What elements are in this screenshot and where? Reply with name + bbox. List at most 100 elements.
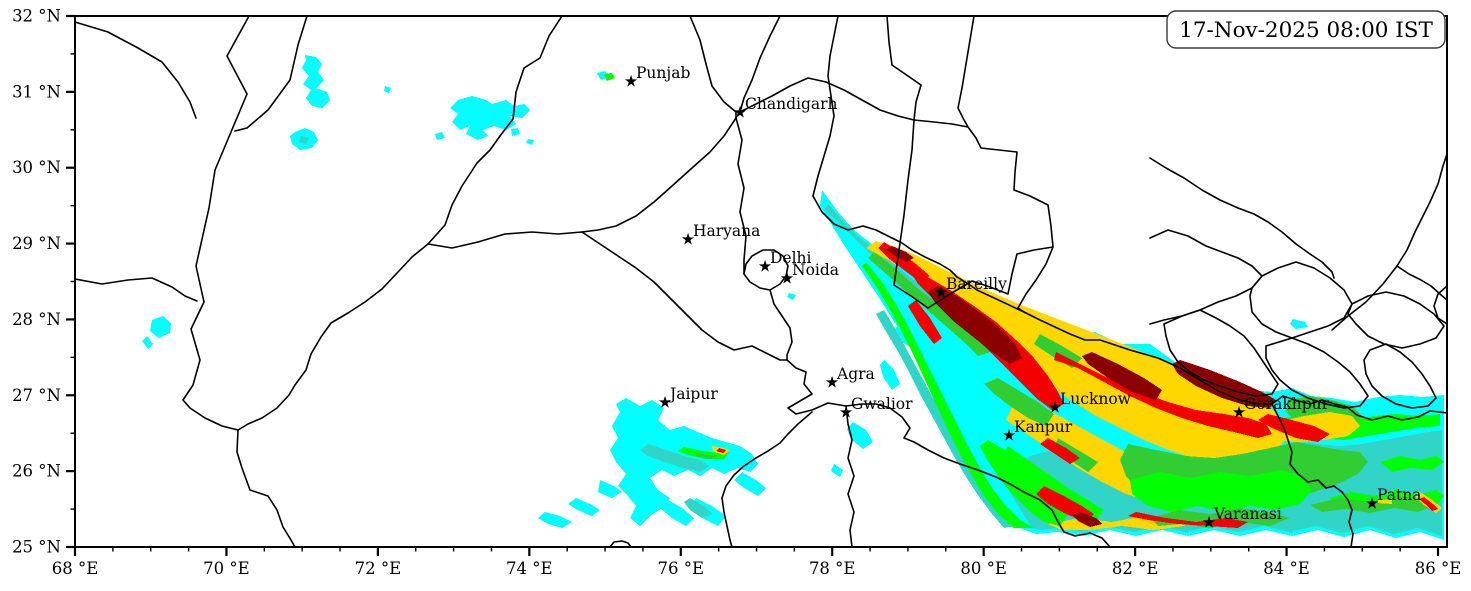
boundary-line (182, 17, 296, 546)
boundary-line (957, 17, 975, 128)
city-label: Agra (836, 365, 875, 383)
fog-region-level-7 (1082, 352, 1162, 400)
fog-region-level-1 (538, 512, 572, 528)
city-marker-varanasi: ★Varanasi (1202, 505, 1282, 532)
x-tick-label: 86 °E (1415, 559, 1462, 578)
fog-region-level-4 (694, 452, 718, 459)
boundary-line (1363, 343, 1437, 409)
y-tick-label: 27 °N (12, 386, 61, 405)
y-tick-label: 25 °N (12, 538, 61, 557)
boundary-line (786, 359, 1111, 546)
city-label: Varanasi (1213, 505, 1282, 523)
fog-region-level-6 (1258, 414, 1330, 442)
boundary-lines-layer (76, 17, 1446, 546)
city-label: Noida (792, 261, 839, 279)
city-star-icon: ★ (825, 373, 839, 392)
city-star-icon: ★ (780, 269, 794, 288)
fog-region-level-1 (526, 139, 534, 145)
y-tick-label: 28 °N (12, 310, 61, 329)
fog-region-level-1 (142, 336, 153, 349)
fog-region-level-3 (1130, 470, 1312, 512)
city-marker-kanpur: ★Kanpur (1002, 418, 1073, 445)
city-marker-gwalior: ★Gwalior (839, 395, 913, 422)
city-star-icon: ★ (1202, 513, 1216, 532)
city-marker-agra: ★Agra (825, 365, 875, 392)
fog-region-level-1 (511, 128, 520, 136)
fog-region-level-4 (1310, 496, 1434, 513)
fog-region-level-1 (450, 96, 530, 140)
x-tick-label: 74 °E (506, 559, 553, 578)
fog-region-level-1 (435, 132, 445, 140)
x-tick-label: 84 °E (1263, 559, 1310, 578)
city-markers-layer: ★Punjab★Chandigarh★Haryana★Delhi★Noida★B… (624, 64, 1422, 532)
boundary-line (1396, 265, 1446, 301)
fog-region-level-3 (604, 73, 615, 81)
city-star-icon: ★ (1002, 426, 1016, 445)
boundary-line (1331, 154, 1446, 331)
city-star-icon: ★ (733, 103, 747, 122)
city-label: Punjab (636, 64, 690, 82)
fog-region-level-6 (1128, 512, 1248, 528)
fog-overlay-layer (142, 55, 1444, 540)
fog-region-level-3 (1002, 446, 1104, 520)
city-star-icon: ★ (758, 257, 772, 276)
boundary-line (1149, 157, 1335, 279)
city-marker-gorakhpur: ★Gorakhpur (1232, 395, 1330, 422)
fog-region-level-1 (787, 293, 796, 300)
boundary-line (234, 17, 308, 132)
x-tick-label: 68 °E (52, 559, 99, 578)
boundary-line (1249, 261, 1353, 339)
fog-region-level-7 (928, 286, 1022, 364)
boundary-line (609, 540, 632, 546)
fog-region-level-7 (1072, 512, 1102, 527)
y-tick-label: 30 °N (12, 158, 61, 177)
boundary-line (1433, 285, 1446, 325)
fog-region-level-6 (716, 448, 726, 453)
boundary-line (1163, 309, 1279, 397)
boundary-line (76, 277, 198, 302)
boundary-line (739, 77, 915, 121)
boundary-line (689, 17, 737, 119)
boundary-line (1271, 403, 1354, 546)
boundary-line (1265, 337, 1369, 409)
city-marker-chandigarh: ★Chandigarh (733, 95, 838, 122)
boundary-line (739, 17, 781, 113)
fog-region-level-1 (302, 55, 330, 108)
y-tick-label: 29 °N (12, 234, 61, 253)
city-marker-jaipur: ★Jaipur (658, 385, 718, 412)
fog-region-level-5 (1378, 499, 1392, 504)
boundary-line (76, 21, 197, 119)
y-tick-label: 32 °N (12, 7, 61, 26)
city-label: Jaipur (668, 385, 718, 403)
fog-region-level-4 (868, 252, 990, 356)
city-label: Lucknow (1060, 390, 1132, 408)
boundary-line (1017, 246, 1054, 313)
fog-region-level-1 (831, 464, 843, 477)
boundary-line (735, 117, 747, 275)
boundary-line (237, 17, 563, 431)
city-marker-noida: ★Noida (780, 261, 839, 288)
city-star-icon: ★ (624, 72, 638, 91)
city-marker-patna: ★Patna (1365, 486, 1422, 513)
city-marker-punjab: ★Punjab (624, 64, 691, 91)
x-tick-label: 72 °E (355, 559, 402, 578)
fog-region-level-4 (1054, 438, 1098, 472)
fog-region-level-3 (1380, 456, 1444, 472)
fog-region-level-1 (734, 472, 766, 496)
city-label: Gorakhpur (1244, 395, 1330, 413)
city-marker-haryana: ★Haryana (681, 222, 761, 249)
boundary-line (1347, 291, 1445, 349)
fog-region-level-2 (684, 498, 712, 518)
boundary-line (721, 411, 813, 546)
fog-region-level-6 (1040, 438, 1080, 464)
fog-region-level-7 (886, 246, 914, 262)
timestamp-badge: 17-Nov-2025 08:00 IST (1166, 10, 1446, 49)
boundary-line (812, 195, 1446, 421)
fog-region-level-1 (150, 316, 171, 338)
city-label: Haryana (693, 222, 760, 240)
fog-region-level-4 (984, 378, 1054, 426)
fog-region-level-2 (299, 136, 309, 144)
city-label: Chandigarh (745, 95, 838, 113)
